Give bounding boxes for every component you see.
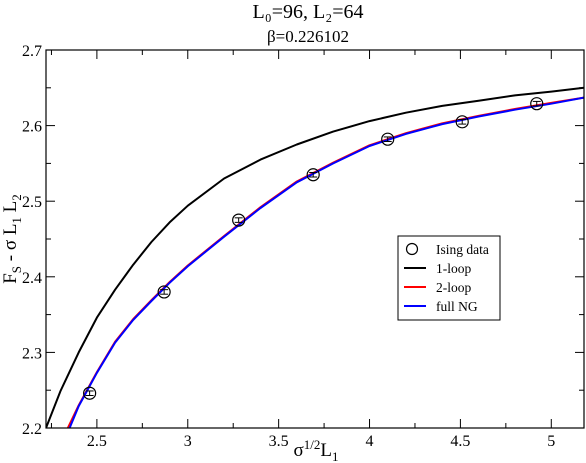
legend-label: 1-loop [436,261,471,276]
legend-label: full NG [436,299,478,314]
y-tick-label: 2.5 [22,194,42,211]
data-point [381,132,395,146]
x-tick-label: 4.5 [450,433,470,450]
data-point [232,213,246,227]
y-tick-label: 2.7 [22,43,42,60]
y-tick-label: 2.4 [22,270,42,287]
chart-subtitle: β=0.226102 [267,27,349,46]
x-axis-label: σ1/2L1 [294,437,339,463]
y-axis-label-part: F [0,273,21,284]
data-point-marker [381,132,395,146]
y-axis-label-part: S [9,266,24,273]
y-axis-label-part: 1 [9,217,24,224]
x-tick-label: 5 [547,433,555,450]
data-point-marker [157,285,171,299]
y-axis-label-part: 2 [9,194,24,201]
y-axis-label-part: L [0,201,21,217]
data-point-marker [530,97,544,111]
data-point [530,97,544,111]
data-point [157,285,171,299]
curves [46,86,584,428]
x-axis-label-mid: L [320,440,332,461]
x-axis-label-sup: 1/2 [304,437,321,452]
plot-frame [45,49,585,429]
data-point-marker [455,115,469,129]
series-line-1-loop [46,86,584,428]
data-point-marker [306,168,320,182]
legend-label: Ising data [436,242,489,257]
x-tick-label: 3 [184,433,192,450]
data-point-marker [232,213,246,227]
data-point-marker [83,386,97,400]
series-line-full-ng [68,96,584,428]
data-point [455,115,469,129]
x-tick-label: 4 [366,433,374,450]
legend-label: 2-loop [436,280,471,295]
x-tick-label: 2.5 [87,433,107,450]
x-tick-label: 3.5 [269,433,289,450]
legend-marker-ising [405,242,419,256]
chart-title: L₀=96, L₂=64 [253,1,364,23]
legend: Ising data 1-loop 2-loop full NG [397,235,501,321]
plot-area [46,86,584,428]
x-axis-label-sub: 1 [332,449,339,463]
series-line-2-loop [66,96,584,428]
y-tick-label: 2.2 [22,421,42,438]
x-axis-label-base: σ [294,440,304,461]
y-axis-label: FS - σ L1 L2 [0,194,24,284]
y-tick-label: 2.6 [22,119,42,136]
data-point [83,386,97,400]
y-tick-label: 2.3 [22,345,42,362]
data-point [306,168,320,182]
y-axis-label-part: - σ L [0,224,21,266]
